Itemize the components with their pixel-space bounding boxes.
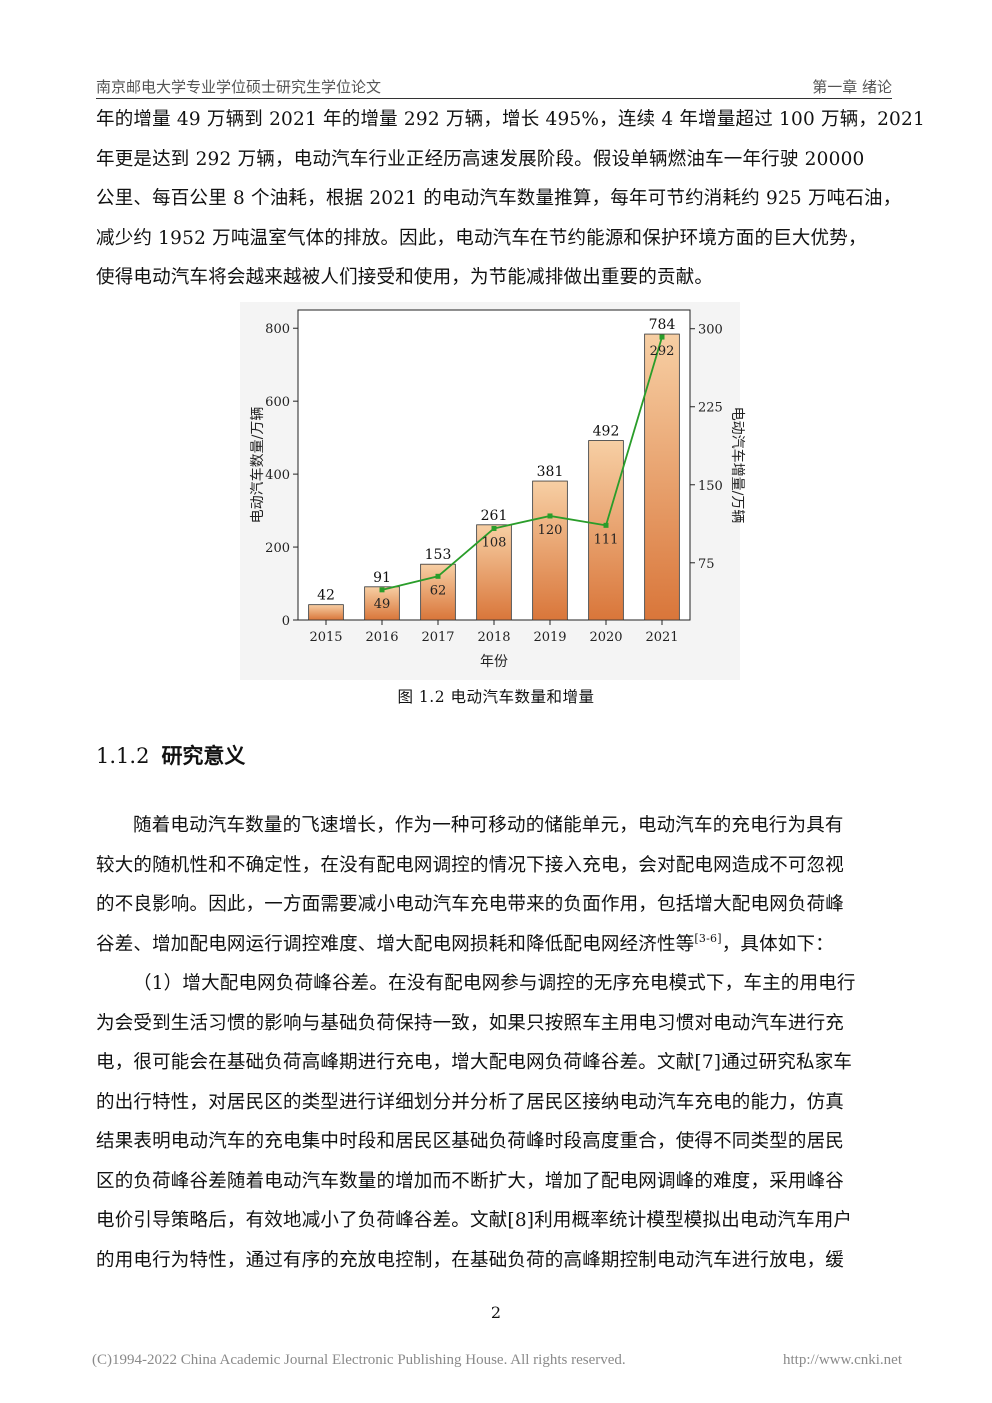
- text-line: 谷差、增加配电网运行调控难度、增大配电网损耗和降低配电网经济性等[3-6]，具体…: [96, 925, 896, 965]
- text-line-body: （1）增大配电网负荷峰谷差。在没有配电网参与调控的无序充电模式下，车主的用电行: [133, 973, 856, 994]
- bar: [532, 480, 568, 621]
- text-line-body: 区的负荷峰谷差随着电动汽车数量的增加而不断扩大，增加了配电网调峰的难度，采用峰谷: [96, 1170, 845, 1192]
- y-tick-label: 600: [265, 395, 290, 410]
- y2-axis-label: 电动汽车增量/万辆: [729, 407, 746, 524]
- bar-value-label: 492: [593, 424, 620, 440]
- bar: [420, 563, 456, 621]
- increment-value-label: 49: [374, 597, 391, 612]
- increment-value-label: 62: [430, 583, 447, 598]
- bar-value-label: 42: [317, 588, 335, 604]
- increment-point: [491, 525, 497, 531]
- citation-superscript: [3-6]: [694, 931, 722, 945]
- bar-value-label: 153: [425, 547, 452, 563]
- y2-tick-label: 75: [698, 557, 715, 572]
- increment-point: [603, 522, 609, 528]
- paragraph-significance: 随着电动汽车数量的飞速增长，作为一种可移动的储能单元，电动汽车的充电行为具有较大…: [96, 806, 896, 1280]
- x-tick-label: 2018: [477, 630, 510, 645]
- x-axis-label: 年份: [480, 654, 508, 670]
- text-line: 年更是达到 292 万辆，电动汽车行业正经历高速发展阶段。假设单辆燃油车一年行驶…: [96, 148, 865, 170]
- text-line: 使得电动汽车将会越来越被人们接受和使用，为节能减排做出重要的贡献。: [96, 267, 714, 288]
- y2-tick-label: 300: [698, 323, 723, 338]
- text-line: 结果表明电动汽车的充电集中时段和居民区基础负荷峰时段高度重合，使得不同类型的居民: [96, 1122, 896, 1162]
- text-line-body: 的不良影响。因此，一方面需要减小电动汽车充电带来的负面作用，包括增大配电网负荷峰: [96, 894, 845, 915]
- text-line: 减少约 1952 万吨温室气体的排放。因此，电动汽车在节约能源和保护环境方面的巨…: [96, 227, 867, 249]
- bar: [644, 333, 680, 621]
- increment-value-label: 108: [482, 535, 507, 550]
- y-axis-label: 电动汽车数量/万辆: [249, 407, 266, 524]
- bar: [476, 524, 512, 621]
- x-tick-label: 2020: [589, 630, 622, 645]
- text-line: 电价引导策略后，有效地减小了负荷峰谷差。文献[8]利用概率统计模型模拟出电动汽车…: [96, 1201, 896, 1241]
- text-line-body: 的用电行为特性，通过有序的充放电控制，在基础负荷的高峰期控制电动汽车进行放电，缓: [96, 1249, 845, 1271]
- x-tick-label: 2019: [533, 630, 566, 645]
- text-line-body: 为会受到生活习惯的影响与基础负荷保持一致，如果只按照车主用电习惯对电动汽车进行充: [96, 1012, 845, 1034]
- text-line: 的用电行为特性，通过有序的充放电控制，在基础负荷的高峰期控制电动汽车进行放电，缓: [96, 1241, 896, 1281]
- header-chapter-title: 第一章 绪论: [812, 78, 892, 96]
- section-title-text: 研究意义: [161, 743, 246, 768]
- figure-caption: 图 1.2 电动汽车数量和增量: [397, 688, 595, 706]
- increment-point: [379, 587, 385, 593]
- paragraph-intro: 年的增量 49 万辆到 2021 年的增量 292 万辆，增长 495%，连续 …: [96, 100, 925, 298]
- text-line-body: 的出行特性，对居民区的类型进行详细划分并分析了居民区接纳电动汽车充电的能力，仿真: [96, 1091, 845, 1113]
- text-line-body: 谷差、增加配电网运行调控难度、增大配电网损耗和降低配电网经济性等: [96, 933, 695, 955]
- y2-tick-label: 150: [698, 479, 723, 494]
- text-line: 电，很可能会在基础负荷高峰期进行充电，增大配电网负荷峰谷差。文献[7]通过研究私…: [96, 1043, 896, 1083]
- ev-count-chart: 0 200 400 600 800 75 150 225 300 42 2015 91 2016 153 2…: [240, 302, 760, 680]
- bar-value-label: 261: [481, 508, 508, 524]
- copyright-footer: (C)1994-2022 China Academic Journal Elec…: [92, 1352, 902, 1369]
- increment-value-label: 111: [594, 532, 619, 547]
- text-line-body: 随着电动汽车数量的飞速增长，作为一种可移动的储能单元，电动汽车的充电行为具有: [133, 815, 844, 836]
- increment-value-label: 120: [538, 523, 563, 538]
- y2-tick-label: 225: [698, 401, 723, 416]
- text-line: 的出行特性，对居民区的类型进行详细划分并分析了居民区接纳电动汽车充电的能力，仿真: [96, 1083, 896, 1123]
- bar: [308, 604, 344, 621]
- bar-value-label: 381: [537, 464, 564, 480]
- text-line: 随着电动汽车数量的飞速增长，作为一种可移动的储能单元，电动汽车的充电行为具有: [96, 806, 896, 846]
- text-line: 较大的随机性和不确定性，在没有配电网调控的情况下接入充电，会对配电网造成不可忽视: [96, 846, 896, 886]
- text-line: 为会受到生活习惯的影响与基础负荷保持一致，如果只按照车主用电习惯对电动汽车进行充: [96, 1004, 896, 1044]
- x-tick-label: 2017: [421, 630, 454, 645]
- increment-point: [435, 573, 441, 579]
- section-number: 1.1.2: [96, 744, 150, 768]
- x-tick-label: 2016: [365, 630, 398, 645]
- bar: [588, 440, 624, 621]
- y-tick-label: 400: [265, 468, 290, 483]
- footer-copyright: (C)1994-2022 China Academic Journal Elec…: [92, 1352, 626, 1368]
- header-thesis-title: 南京邮电大学专业学位硕士研究生学位论文: [96, 78, 382, 96]
- text-line-body: 结果表明电动汽车的充电集中时段和居民区基础负荷峰时段高度重合，使得不同类型的居民: [96, 1131, 845, 1152]
- x-tick-label: 2021: [645, 630, 678, 645]
- section-heading: 1.1.2 研究意义: [96, 740, 245, 770]
- chart-svg: 0 200 400 600 800 75 150 225 300 42 2015 91 2016 153 2…: [240, 302, 746, 680]
- text-line: 年的增量 49 万辆到 2021 年的增量 292 万辆，增长 495%，连续 …: [96, 109, 925, 130]
- running-header: 南京邮电大学专业学位硕士研究生学位论文 第一章 绪论: [96, 76, 892, 99]
- y-tick-label: 800: [265, 322, 290, 337]
- text-line: 公里、每百公里 8 个油耗，根据 2021 的电动汽车数量推算，每年可节约消耗约…: [96, 188, 902, 209]
- y-tick-label: 0: [282, 614, 290, 629]
- text-line: 区的负荷峰谷差随着电动汽车数量的增加而不断扩大，增加了配电网调峰的难度，采用峰谷: [96, 1162, 896, 1202]
- increment-line: [381, 336, 663, 591]
- increment-point: [547, 513, 553, 519]
- footer-url: http://www.cnki.net: [782, 1352, 902, 1368]
- text-line: （1）增大配电网负荷峰谷差。在没有配电网参与调控的无序充电模式下，车主的用电行: [96, 964, 896, 1004]
- text-line-body: 电价引导策略后，有效地减小了负荷峰谷差。文献[8]利用概率统计模型模拟出电动汽车…: [96, 1210, 853, 1231]
- x-tick-label: 2015: [309, 630, 342, 645]
- bar-value-label: 91: [373, 570, 391, 586]
- text-line-body: 电，很可能会在基础负荷高峰期进行充电，增大配电网负荷峰谷差。文献[7]通过研究私…: [96, 1052, 853, 1073]
- increment-point: [659, 334, 665, 340]
- page-number: 2: [490, 1303, 502, 1322]
- increment-value-label: 292: [650, 344, 675, 359]
- y-tick-label: 200: [265, 541, 290, 556]
- bar-value-label: 784: [649, 317, 676, 333]
- text-line-tail: ，具体如下：: [721, 933, 834, 955]
- text-line-body: 较大的随机性和不确定性，在没有配电网调控的情况下接入充电，会对配电网造成不可忽视: [96, 854, 845, 876]
- text-line: 的不良影响。因此，一方面需要减小电动汽车充电带来的负面作用，包括增大配电网负荷峰: [96, 885, 896, 925]
